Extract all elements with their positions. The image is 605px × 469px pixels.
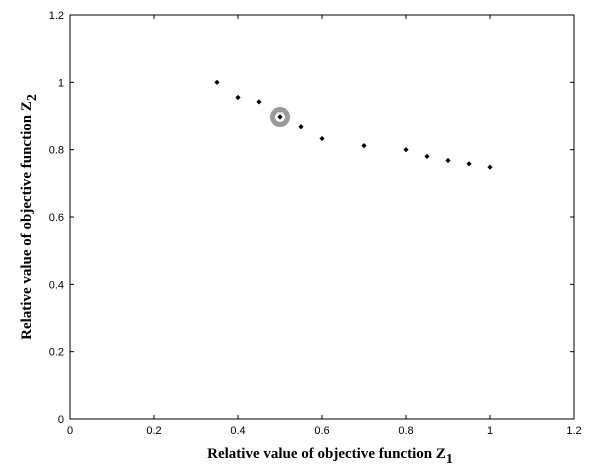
- data-point-6: [361, 143, 367, 149]
- y-tick-label-4: 0.8: [49, 145, 64, 157]
- y-tick-label-6: 1.2: [49, 10, 64, 22]
- data-point-2: [256, 99, 262, 105]
- data-point-4: [298, 124, 304, 130]
- x-tick-label-3: 0.6: [314, 425, 329, 437]
- plot-frame: [69, 14, 575, 420]
- y-tick-labels: 0 0.2 0.4 0.6 0.8 1 1.2: [49, 10, 64, 426]
- x-tick-label-2: 0.4: [230, 425, 245, 437]
- x-tick-label-6: 1.2: [566, 425, 581, 437]
- data-point-7: [403, 147, 409, 153]
- y-axis-title: Relative value of objective function Z2: [19, 94, 40, 340]
- data-point-0: [214, 79, 220, 85]
- data-point-1: [235, 94, 241, 101]
- data-points: [214, 79, 493, 170]
- x-tick-label-5: 1: [487, 425, 493, 437]
- data-point-8: [424, 153, 430, 159]
- x-tick-labels: 0 0.2 0.4 0.6 0.8 1 1.2: [67, 425, 582, 437]
- axis-ticks: [69, 14, 575, 420]
- y-tick-label-0: 0: [58, 414, 64, 426]
- data-point-11: [487, 164, 493, 170]
- data-point-3: [277, 114, 283, 120]
- x-axis-title: Relative value of objective function Z1: [207, 446, 453, 467]
- x-tick-label-0: 0: [67, 425, 73, 437]
- x-tick-label-1: 0.2: [146, 425, 161, 437]
- data-point-5: [319, 135, 325, 142]
- y-tick-label-1: 0.2: [49, 347, 64, 359]
- x-tick-label-4: 0.8: [398, 425, 413, 437]
- data-point-10: [466, 161, 472, 167]
- y-tick-label-3: 0.6: [49, 212, 64, 224]
- data-point-9: [445, 157, 451, 164]
- y-tick-label-2: 0.4: [49, 279, 64, 291]
- y-tick-label-5: 1: [58, 77, 64, 89]
